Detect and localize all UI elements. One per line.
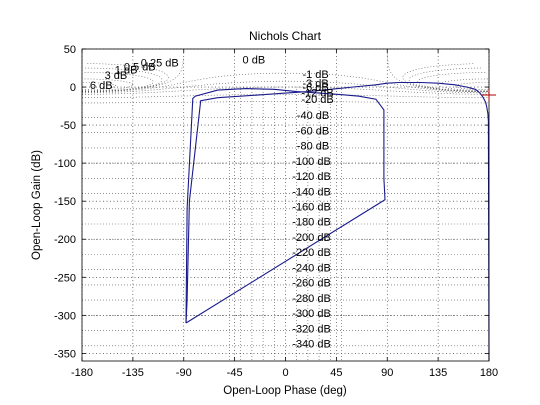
plot-background [82,49,489,361]
contour-label: 0 dB [243,55,266,67]
contour-label: -200 dB [292,232,331,244]
nichols-contours [82,54,489,361]
contour-label: 1 dB [115,65,138,77]
series-line-0 [185,81,490,362]
contour-label: -340 dB [292,338,331,350]
series-line-1 [185,88,386,324]
y-tick-label: -300 [54,310,76,322]
contour-label: -6 dB [302,82,328,94]
y-tick-label: -50 [60,120,76,132]
x-tick-label: 0 [282,367,288,379]
chart-title: Nichols Chart [249,29,322,43]
x-tick-label: -135 [122,367,144,379]
contour-labels: 0 dB0.25 dB0.5 dB1 dB3 dB6 dB-1 dB-3 dB-… [90,55,334,351]
m-contour-2 [82,72,489,92]
contour-label: -60 dB [297,125,329,137]
y-tick-label: -100 [54,158,76,170]
series-lines [185,81,490,362]
contour-label: -260 dB [292,278,331,290]
contour-label: -280 dB [292,293,331,305]
m-contour-0 [82,82,489,90]
contour-label: -3 dB [302,78,328,90]
contour-label: 0.25 dB [141,58,179,70]
contour-label: 6 dB [90,80,113,92]
contour-label: -180 dB [292,217,331,229]
m-contour-7 [82,80,489,94]
contour-label: -320 dB [292,323,331,335]
contour-label: -40 dB [297,110,329,122]
y-tick-label: 50 [64,44,76,56]
x-tick-label: -45 [227,367,243,379]
x-tick-label: 135 [429,367,447,379]
contour-label: 3 dB [105,70,128,82]
contour-label: -120 dB [292,171,331,183]
contour-label: -100 dB [292,156,331,168]
x-axis-label: Open-Loop Phase (deg) [223,385,347,397]
contour-label: -12 dB [301,87,333,99]
x-tick-label: -180 [71,367,93,379]
plot-area [82,49,489,361]
contour-label: -220 dB [292,247,331,259]
m-contour-6 [82,72,489,93]
y-tick-label: -350 [54,348,76,360]
y-tick-label: 0 [70,82,76,94]
x-ticks: -180 -135 -90 -45 0 45 90 135 180 [71,49,498,379]
contour-label: -240 dB [292,262,331,274]
contour-label: -300 dB [292,308,331,320]
contour-label: -1 dB [302,69,328,81]
x-tick-label: 180 [480,367,498,379]
contour-label: -80 dB [297,141,329,153]
m-contour-9 [82,94,489,98]
x-tick-label: -90 [176,367,192,379]
contour-label: -140 dB [292,186,331,198]
x-tick-label: 45 [330,367,342,379]
y-ticks: 50 0 -50 -100 -150 -200 -250 -300 -350 [54,44,489,360]
x-tick-label: 90 [381,367,393,379]
contour-label: -20 dB [301,94,333,106]
contour-label: 0.5 dB [124,62,156,74]
m-contour-1 [82,78,489,91]
contour-label: -160 dB [292,202,331,214]
y-tick-label: -150 [54,196,76,208]
y-tick-label: -200 [54,234,76,246]
y-tick-label: -250 [54,272,76,284]
y-axis-label: Open-Loop Gain (dB) [31,150,43,260]
